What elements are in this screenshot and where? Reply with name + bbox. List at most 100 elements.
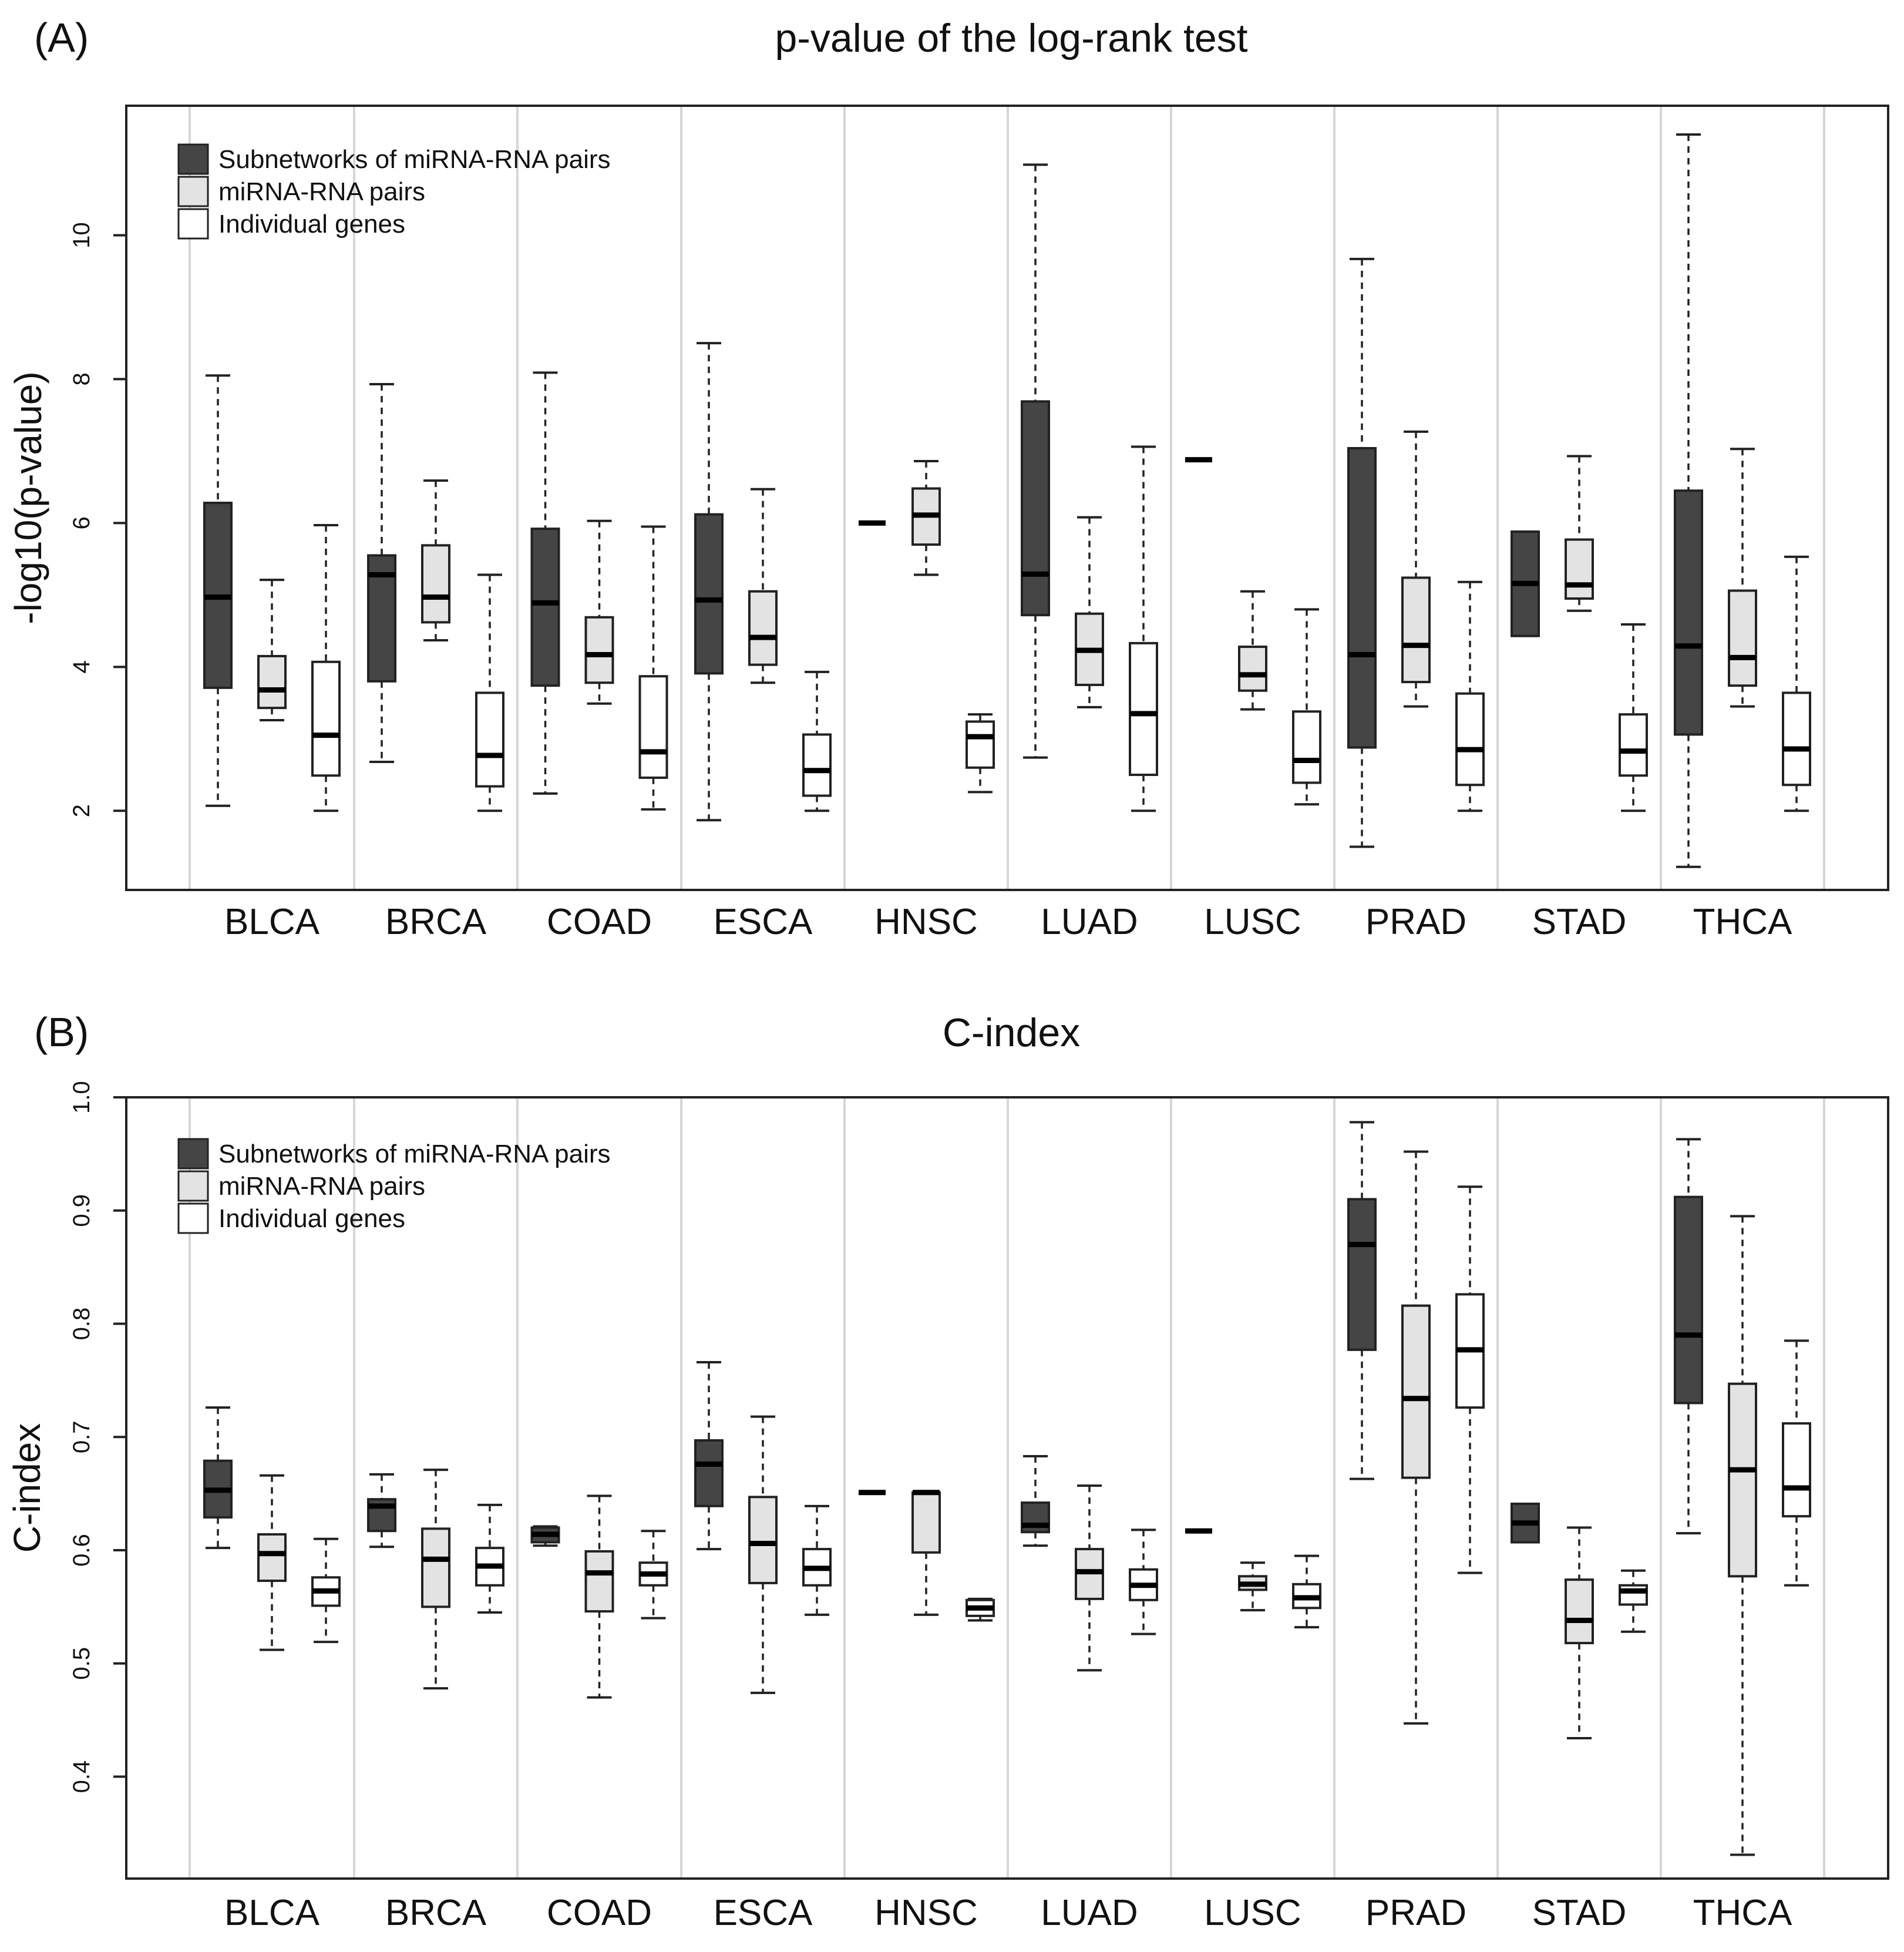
box-lusc-1 xyxy=(1238,590,1267,711)
category-label: ESCA xyxy=(714,1893,813,1933)
box-blca-2 xyxy=(311,524,341,812)
box-lusc-1 xyxy=(1238,1561,1267,1612)
category-label: PRAD xyxy=(1365,1893,1466,1933)
box-stad-0 xyxy=(1511,530,1540,637)
category-label: BRCA xyxy=(385,902,487,942)
box-blca-1 xyxy=(257,1474,287,1651)
box-hnsc-1 xyxy=(911,1490,941,1616)
box-esca-0 xyxy=(694,1361,724,1551)
y-axis-label: -log10(p-value) xyxy=(7,371,49,624)
y-tick-label: 6 xyxy=(69,516,95,529)
box-esca-2 xyxy=(802,670,832,812)
box-lusc-2 xyxy=(1292,1554,1321,1629)
box-thca-2 xyxy=(1782,1339,1811,1587)
box-iqr xyxy=(257,654,287,710)
box-luad-2 xyxy=(1129,1528,1158,1635)
box-iqr xyxy=(694,1439,724,1507)
box-iqr xyxy=(1347,1198,1377,1351)
box-iqr xyxy=(911,1491,941,1554)
box-iqr xyxy=(1401,576,1431,684)
y-tick-label: 0.5 xyxy=(69,1647,95,1680)
y-tick-label: 0.4 xyxy=(69,1761,95,1793)
box-thca-1 xyxy=(1728,448,1757,708)
box-brca-2 xyxy=(475,1503,504,1614)
legend-label: Subnetworks of miRNA-RNA pairs xyxy=(218,145,611,174)
legend-swatch xyxy=(177,176,209,207)
y-tick-label: 1.0 xyxy=(69,1081,95,1114)
box-brca-1 xyxy=(421,479,450,642)
box-iqr xyxy=(1782,691,1811,787)
category-label: PRAD xyxy=(1365,902,1466,942)
box-iqr xyxy=(1292,710,1321,784)
category-label: HNSC xyxy=(874,902,978,942)
box-iqr xyxy=(966,720,995,769)
plot-frame xyxy=(125,1096,1889,1880)
panel-label: (B) xyxy=(34,1009,89,1055)
category-label: LUSC xyxy=(1204,1893,1301,1933)
box-brca-0 xyxy=(367,382,396,763)
category-label: HNSC xyxy=(874,1893,978,1933)
box-iqr xyxy=(748,1496,778,1584)
box-prad-1 xyxy=(1401,430,1431,708)
box-iqr xyxy=(1728,1382,1757,1578)
box-esca-2 xyxy=(802,1504,832,1616)
box-iqr xyxy=(638,675,668,779)
category-label: ESCA xyxy=(714,902,813,942)
y-tick-label: 8 xyxy=(69,372,95,385)
box-iqr xyxy=(1455,692,1485,787)
box-stad-1 xyxy=(1565,455,1594,612)
box-lusc-2 xyxy=(1292,608,1321,806)
box-hnsc-1 xyxy=(911,460,941,576)
box-stad-2 xyxy=(1619,1569,1648,1633)
box-coad-1 xyxy=(584,1494,614,1699)
box-stad-1 xyxy=(1565,1526,1594,1739)
box-iqr xyxy=(530,528,560,687)
box-hnsc-2 xyxy=(966,1597,995,1622)
box-iqr xyxy=(421,1527,450,1608)
box-luad-0 xyxy=(1021,163,1050,759)
box-iqr xyxy=(1674,1195,1703,1405)
legend-label: Subnetworks of miRNA-RNA pairs xyxy=(218,1140,611,1168)
legend-label: Individual genes xyxy=(218,210,405,238)
box-thca-0 xyxy=(1674,133,1703,868)
box-coad-2 xyxy=(638,525,668,811)
y-tick-label: 0.9 xyxy=(69,1194,95,1227)
box-stad-0 xyxy=(1511,1502,1540,1544)
panel-label: (A) xyxy=(34,15,89,61)
box-iqr xyxy=(1401,1304,1431,1479)
y-tick-label: 0.8 xyxy=(69,1308,95,1340)
box-prad-2 xyxy=(1455,1185,1485,1574)
box-coad-0 xyxy=(530,1525,560,1547)
y-tick-label: 0.7 xyxy=(69,1420,95,1453)
category-label: BLCA xyxy=(224,1893,320,1933)
box-luad-1 xyxy=(1075,1484,1104,1672)
box-iqr xyxy=(694,513,724,675)
box-blca-2 xyxy=(311,1537,341,1644)
box-iqr xyxy=(802,733,832,797)
box-iqr xyxy=(1238,646,1267,692)
chart-panel-b: (B) C-index 0.4 0.5 0.6 0.7 0.8 0.9 1.0 C-index BL… xyxy=(6,1009,1889,1933)
box-iqr xyxy=(1674,489,1703,736)
plot-frame xyxy=(125,105,1889,891)
box-iqr xyxy=(311,660,341,777)
category-label: LUAD xyxy=(1041,902,1138,942)
chart-title: C-index xyxy=(943,1010,1080,1055)
y-tick-label: 4 xyxy=(69,660,95,673)
category-label: COAD xyxy=(547,902,652,942)
box-iqr xyxy=(584,616,614,684)
box-iqr xyxy=(748,590,778,666)
box-thca-2 xyxy=(1782,555,1811,812)
box-iqr xyxy=(1619,713,1648,777)
box-iqr xyxy=(1129,641,1158,777)
box-iqr xyxy=(584,1550,614,1613)
y-axis-label: C-index xyxy=(6,1423,48,1553)
box-luad-2 xyxy=(1129,445,1158,812)
category-label: STAD xyxy=(1532,902,1627,942)
category-label: BRCA xyxy=(385,1893,487,1933)
category-label: COAD xyxy=(547,1893,652,1933)
box-thca-1 xyxy=(1728,1215,1757,1856)
box-iqr xyxy=(1021,400,1050,617)
legend-swatch xyxy=(177,1170,209,1202)
legend-swatch xyxy=(177,1202,209,1234)
box-iqr xyxy=(257,1533,287,1583)
